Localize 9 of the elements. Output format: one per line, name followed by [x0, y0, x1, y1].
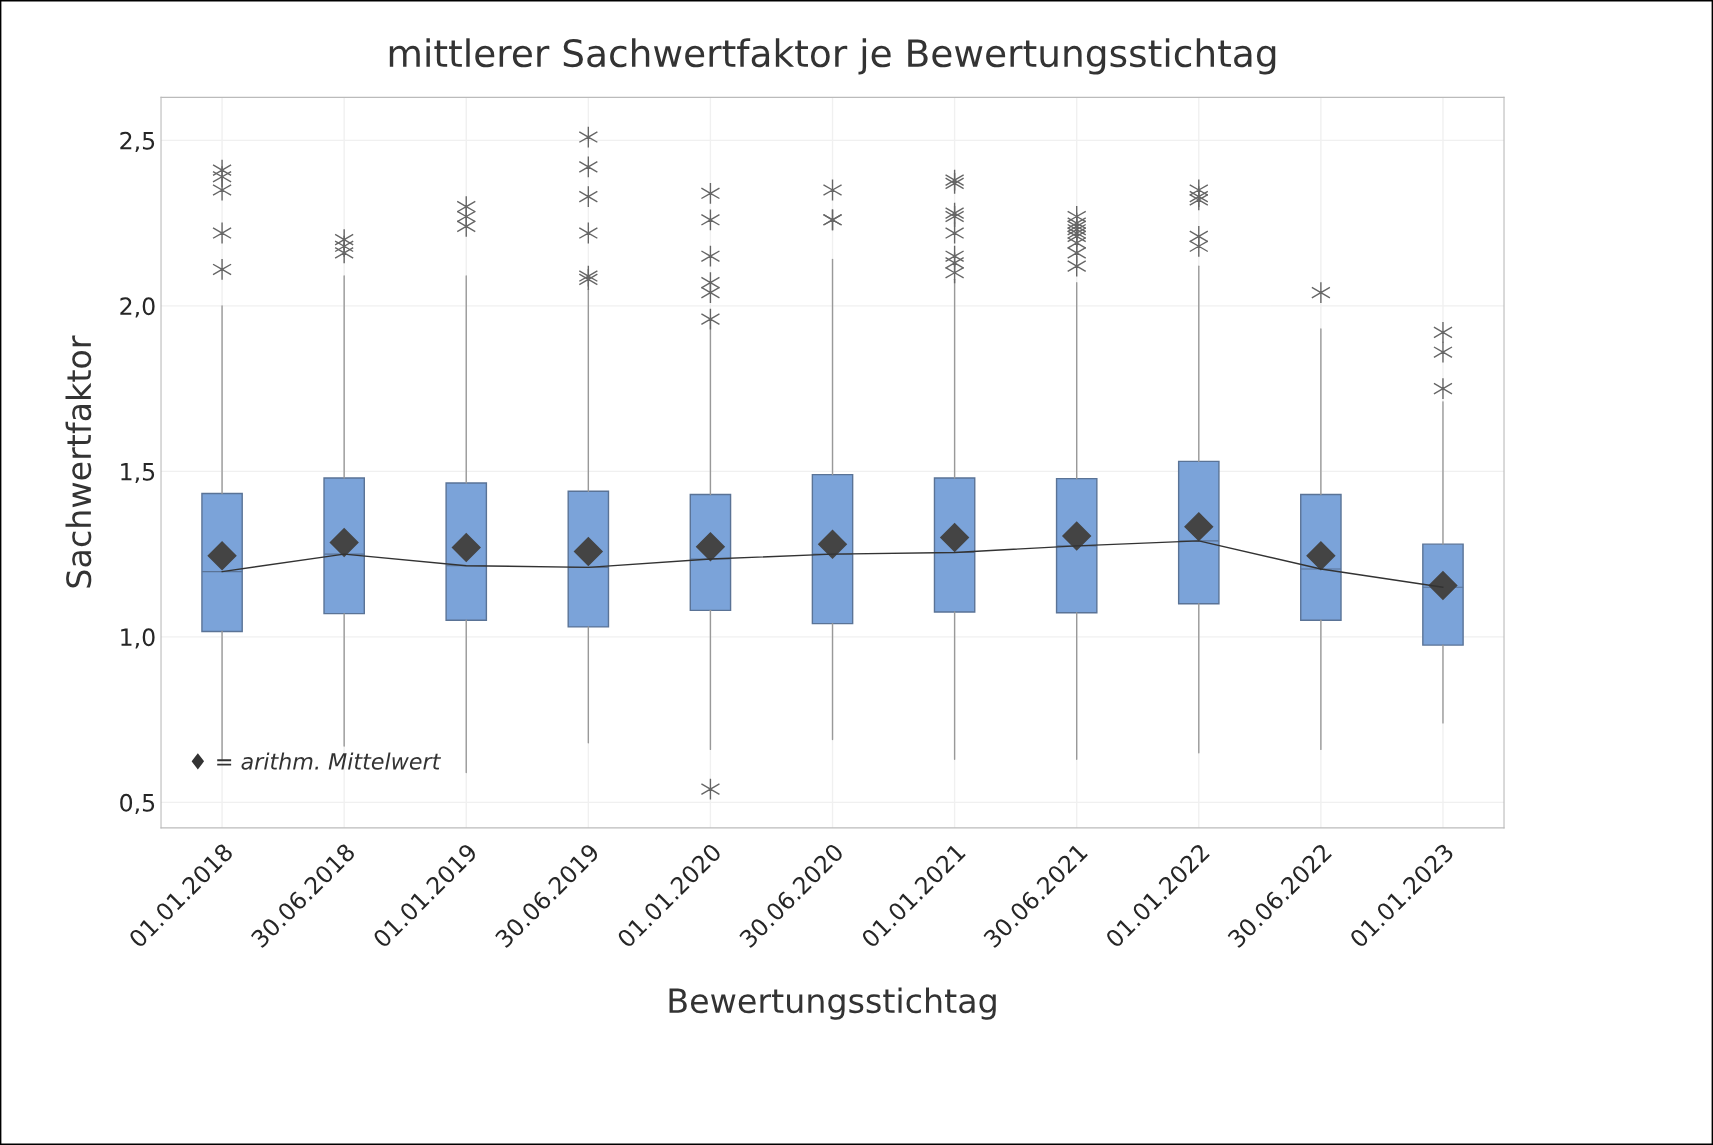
y-tick-label: 2,5: [120, 131, 155, 153]
chart-title: mittlerer Sachwertfaktor je Bewertungsstichtag: [389, 38, 1276, 75]
y-tick-label: 1,5: [121, 463, 155, 484]
y-tick-label: 1,0: [121, 628, 155, 649]
annotation: ♦ = arithm. Mittelwert: [191, 752, 442, 770]
y-tick-label: 2,0: [120, 297, 155, 318]
y-axis-title: Sachwertfaktor: [65, 335, 92, 588]
y-tick-label: 0,5: [120, 793, 155, 815]
x-axis-title: Bewertungsstichtag: [669, 987, 996, 1020]
